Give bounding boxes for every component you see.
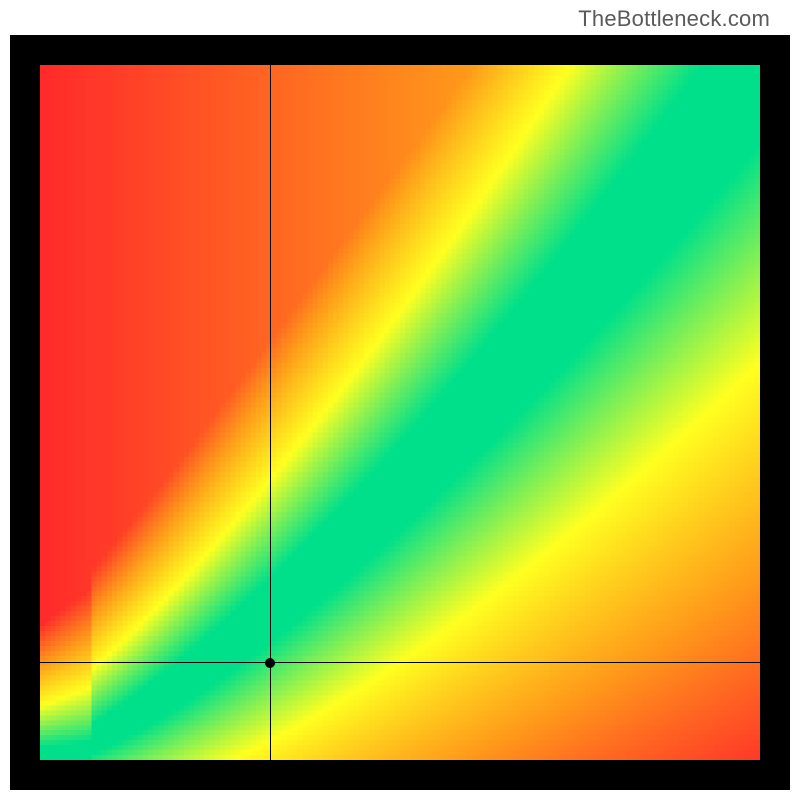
crosshair-vertical <box>270 65 271 760</box>
plot-frame <box>10 35 790 790</box>
heatmap-canvas <box>40 65 760 760</box>
chart-container: TheBottleneck.com <box>0 0 800 800</box>
crosshair-horizontal <box>40 662 760 663</box>
heatmap-area <box>40 65 760 760</box>
watermark-text: TheBottleneck.com <box>578 6 770 32</box>
